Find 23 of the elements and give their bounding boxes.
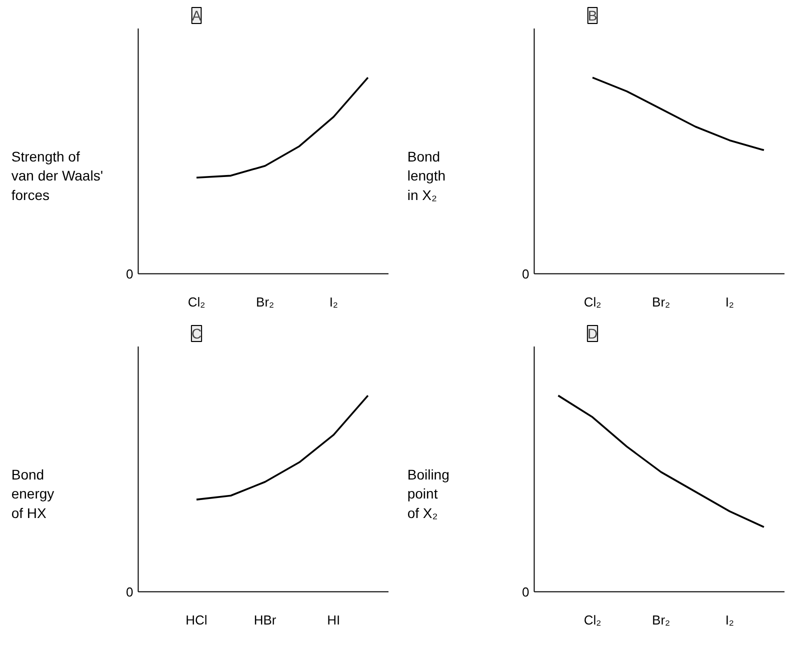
chart-title: C [191,326,202,342]
x-tick-label: I₂ [725,294,734,310]
y-axis-title: Strength of van der Waals' forces [11,148,103,203]
x-tick-label: Cl₂ [584,294,602,310]
y-axis-title: Bond length in X₂ [407,148,446,203]
y-axis-title: Bond energy of HX [11,466,54,521]
x-tick-label: HCl [186,612,208,628]
x-tick-label: I₂ [725,612,734,628]
x-tick-label: Cl₂ [584,612,602,628]
x-tick-label: Cl₂ [188,294,206,310]
text: 0 [522,584,530,600]
text: 0 [126,266,134,282]
chart-title: B [588,8,598,24]
x-tick-label: Br₂ [256,294,274,310]
x-tick-label: HI [327,612,340,628]
chart-title: D [587,326,598,342]
x-tick-label: Br₂ [652,294,670,310]
x-tick-label: I₂ [329,294,338,310]
text: 0 [126,584,134,600]
x-tick-label: HBr [254,612,277,628]
text: 0 [522,266,530,282]
x-tick-label: Br₂ [652,612,670,628]
y-axis-title: Boiling point of X₂ [407,466,450,521]
